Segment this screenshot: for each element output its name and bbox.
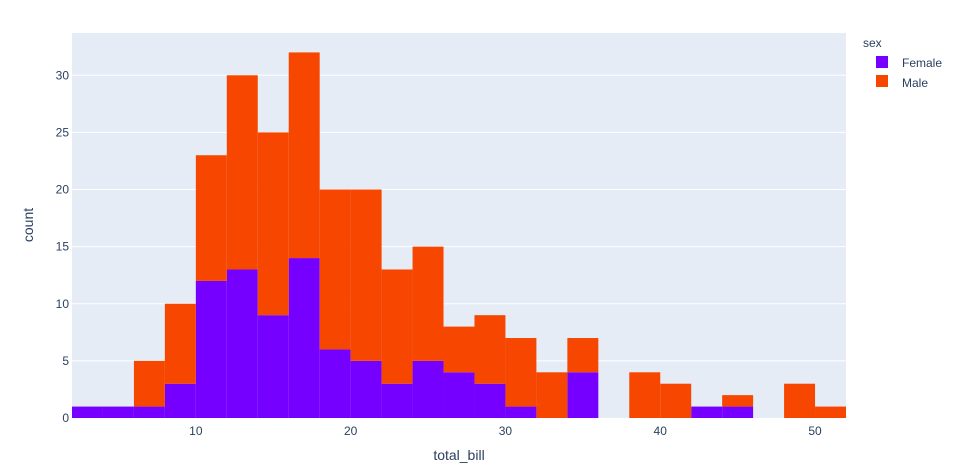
bar-female[interactable]	[226, 269, 258, 418]
x-axis-title: total_bill	[433, 447, 484, 463]
legend-swatch-male	[876, 75, 888, 87]
bar-female[interactable]	[195, 280, 227, 418]
bar-female[interactable]	[133, 406, 165, 418]
bar-male[interactable]	[226, 75, 258, 270]
bar-female[interactable]	[350, 360, 382, 418]
bar-male[interactable]	[381, 269, 413, 384]
bar-male[interactable]	[722, 395, 754, 407]
legend-label-male: Male	[902, 76, 928, 90]
bar-female[interactable]	[691, 406, 723, 418]
y-tick-label: 25	[56, 125, 70, 139]
bar-male[interactable]	[567, 338, 599, 373]
x-tick-label: 30	[499, 424, 513, 438]
bar-female[interactable]	[319, 349, 351, 418]
bar-male[interactable]	[505, 338, 537, 407]
bar-female[interactable]	[443, 372, 475, 418]
bar-female[interactable]	[288, 258, 320, 418]
bar-male[interactable]	[536, 372, 568, 418]
bar-female[interactable]	[505, 406, 537, 418]
y-tick-label: 30	[56, 68, 70, 82]
bar-male[interactable]	[474, 315, 506, 384]
bar-female[interactable]	[474, 383, 506, 418]
legend-swatch-female	[876, 56, 888, 68]
legend-label-female: Female	[902, 56, 942, 70]
bar-male[interactable]	[660, 383, 692, 418]
bar-female[interactable]	[381, 383, 413, 418]
y-axis-title: count	[20, 208, 36, 242]
bar-male[interactable]	[164, 303, 196, 384]
bar-female[interactable]	[257, 315, 289, 418]
bar-male[interactable]	[288, 52, 320, 259]
legend-title: sex	[863, 36, 882, 50]
x-tick-label: 40	[654, 424, 668, 438]
bar-male[interactable]	[350, 189, 382, 361]
y-tick-label: 0	[62, 411, 69, 425]
bar-female[interactable]	[102, 406, 134, 418]
bar-male[interactable]	[629, 372, 661, 418]
legend: sex Female Male	[863, 36, 942, 90]
bars[interactable]	[72, 52, 846, 418]
bar-female[interactable]	[412, 360, 444, 418]
bar-female[interactable]	[567, 372, 599, 418]
bar-female[interactable]	[164, 383, 196, 418]
bar-male[interactable]	[784, 383, 816, 418]
bar-male[interactable]	[133, 360, 165, 407]
x-axis-ticks: 10 20 30 40 50	[189, 424, 822, 438]
y-tick-label: 20	[56, 183, 70, 197]
y-tick-label: 10	[56, 297, 70, 311]
y-axis-ticks: 0 5 10 15 20 25 30	[56, 68, 70, 425]
bar-male[interactable]	[257, 132, 289, 316]
legend-item-male[interactable]: Male	[876, 75, 928, 90]
bar-male[interactable]	[319, 189, 351, 350]
bar-male[interactable]	[412, 246, 444, 361]
bar-female[interactable]	[722, 406, 754, 418]
bar-male[interactable]	[443, 326, 475, 373]
legend-item-female[interactable]: Female	[876, 56, 942, 70]
bar-male[interactable]	[195, 155, 227, 281]
y-tick-label: 15	[56, 240, 70, 254]
x-tick-label: 20	[344, 424, 358, 438]
x-tick-label: 50	[808, 424, 822, 438]
bar-male[interactable]	[815, 406, 846, 418]
x-tick-label: 10	[189, 424, 203, 438]
bar-female[interactable]	[72, 406, 103, 418]
y-tick-label: 5	[62, 354, 69, 368]
